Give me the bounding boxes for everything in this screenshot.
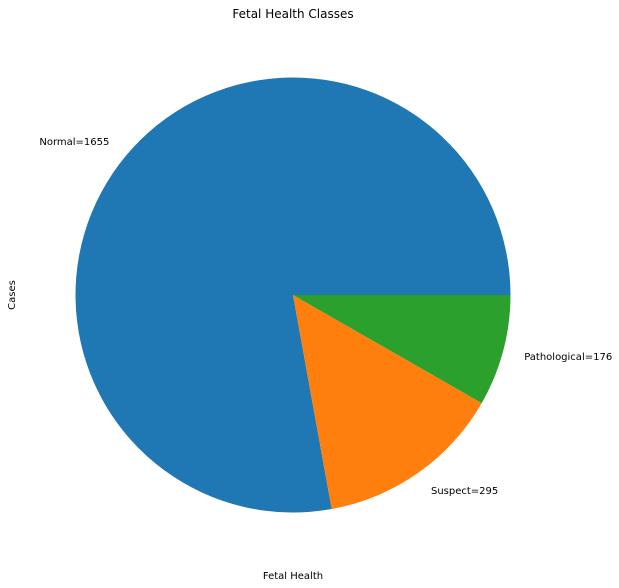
slice-label-suspect: Suspect=295 [431,486,498,497]
slice-label-pathological: Pathological=176 [524,352,612,363]
y-axis-label: Cases [7,280,18,310]
pie-slices [75,77,511,513]
pie-slice-suspect [293,295,482,510]
pie-slice-normal [75,77,511,513]
slice-label-normal: Normal=1655 [39,137,109,148]
pie-slice-pathological [293,295,511,404]
pie-labels: Normal=1655 Suspect=295 Pathological=176 [39,137,612,497]
x-axis-label: Fetal Health [263,571,323,582]
chart-title: Fetal Health Classes [232,7,353,21]
